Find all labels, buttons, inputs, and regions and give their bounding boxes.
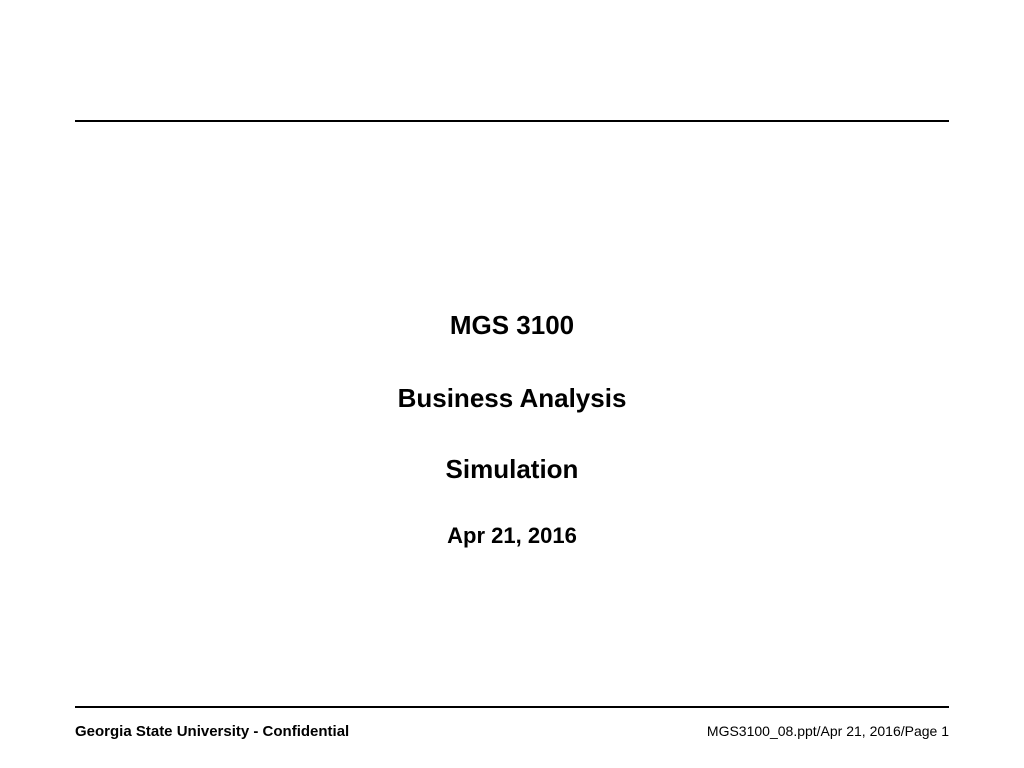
date: Apr 21, 2016: [0, 523, 1024, 549]
top-divider: [75, 120, 949, 122]
footer: Georgia State University - Confidential …: [75, 723, 949, 740]
topic: Simulation: [0, 454, 1024, 485]
course-code: MGS 3100: [0, 310, 1024, 341]
slide-content: MGS 3100 Business Analysis Simulation Ap…: [0, 310, 1024, 549]
footer-left: Georgia State University - Confidential: [75, 723, 349, 740]
bottom-divider: [75, 706, 949, 708]
footer-right: MGS3100_08.ppt/Apr 21, 2016/Page 1: [707, 723, 949, 739]
slide: MGS 3100 Business Analysis Simulation Ap…: [0, 0, 1024, 768]
course-title: Business Analysis: [0, 383, 1024, 414]
